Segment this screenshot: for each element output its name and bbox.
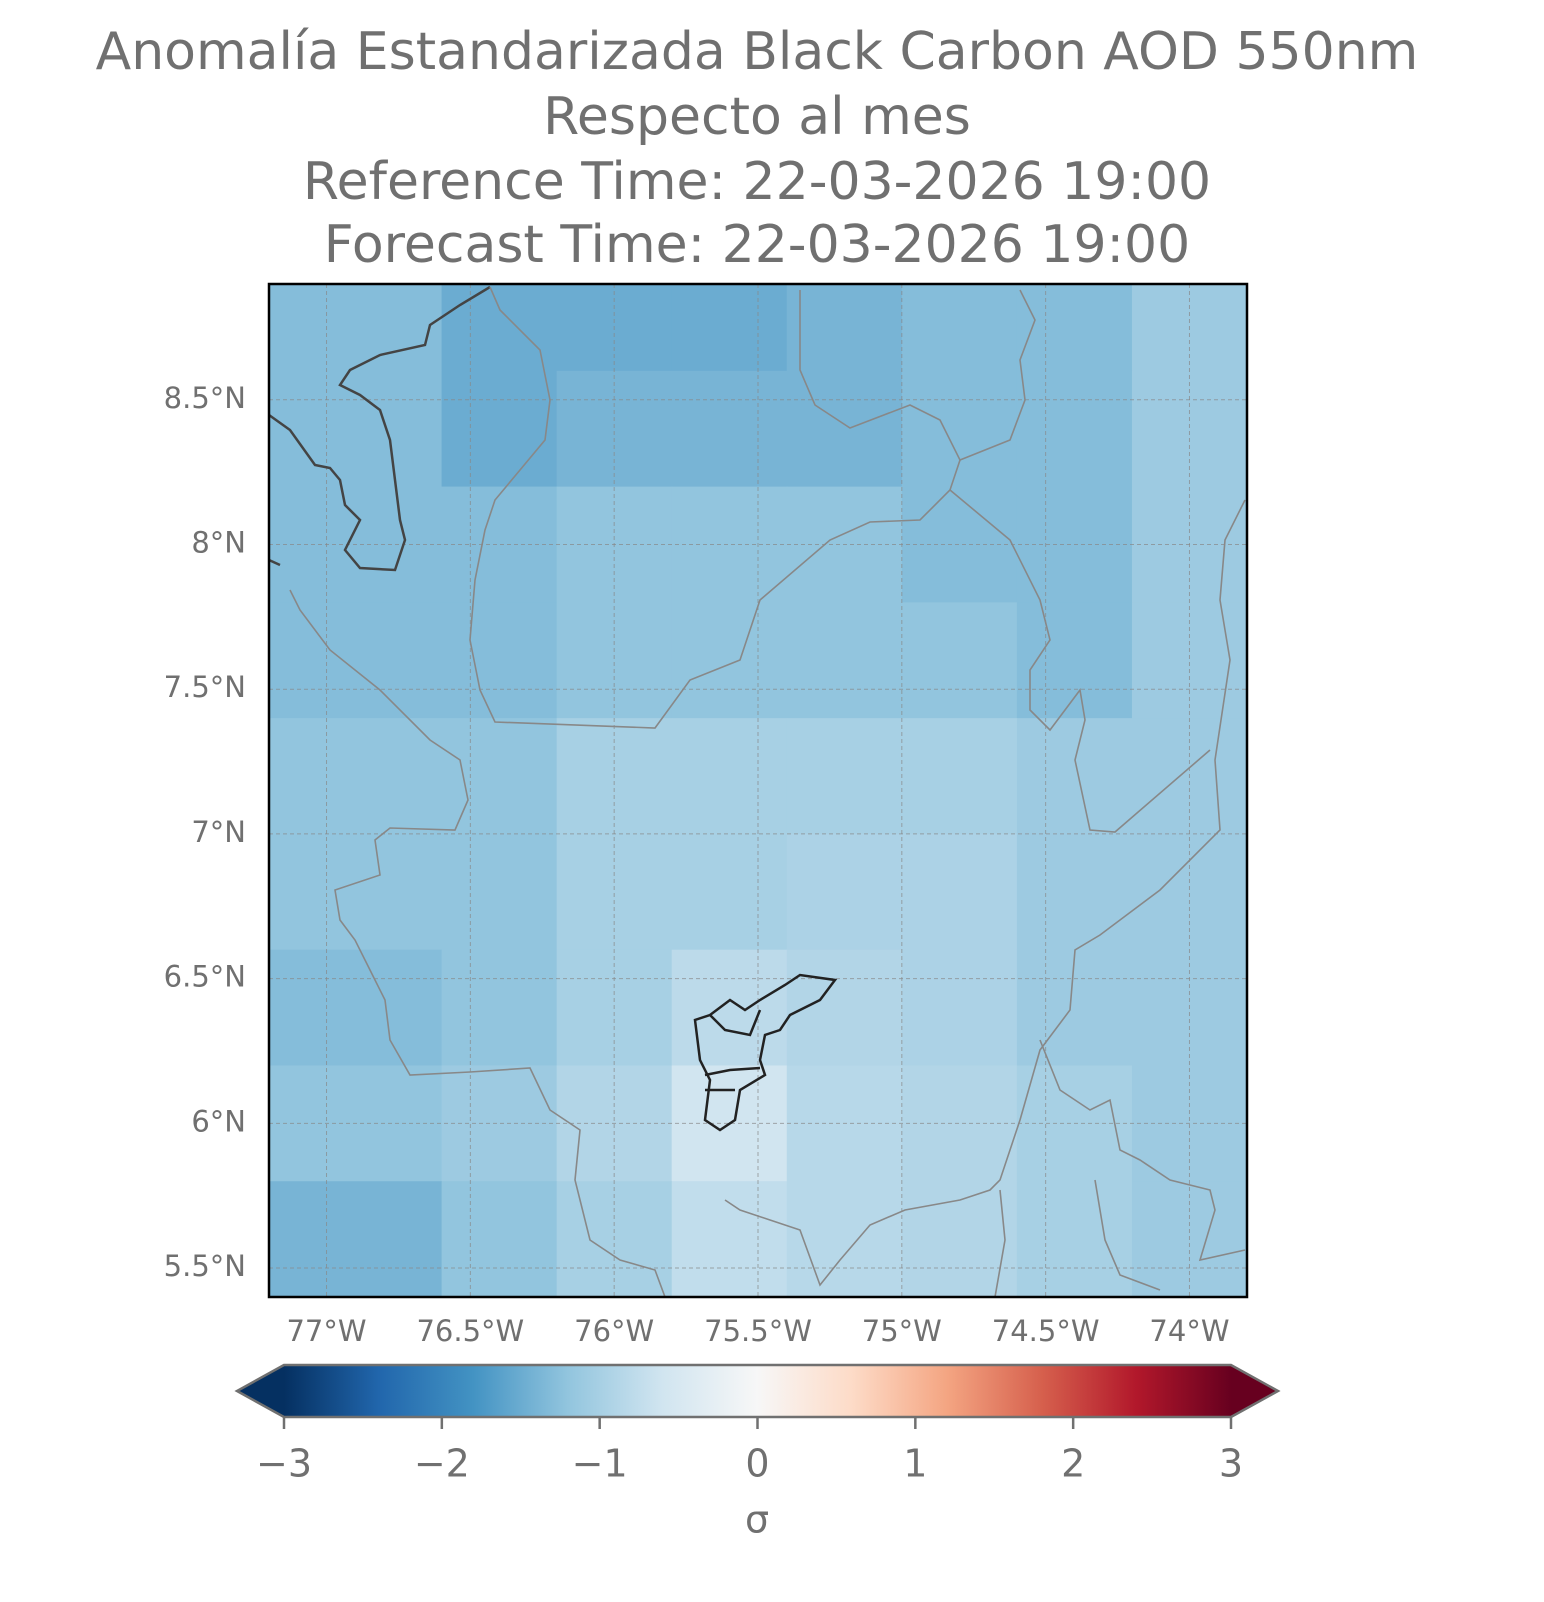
cell bbox=[441, 370, 558, 488]
y-tick-label: 7°N bbox=[191, 815, 246, 849]
cell bbox=[269, 602, 443, 719]
colorbar-tick-label: −1 bbox=[572, 1442, 628, 1486]
x-tick-label: 75.5°W bbox=[704, 1314, 812, 1348]
chart-title: Anomalía Estandarizada Black Carbon AOD … bbox=[96, 22, 1419, 82]
border bbox=[724, 499, 1246, 1287]
cell bbox=[441, 718, 558, 835]
colorbar-gradient bbox=[284, 1365, 1231, 1417]
cell bbox=[671, 370, 788, 488]
y-tick-label: 6.5°N bbox=[164, 960, 246, 994]
y-tick-label: 5.5°N bbox=[164, 1249, 246, 1283]
cell bbox=[901, 718, 1018, 835]
cell bbox=[671, 284, 788, 372]
y-tick-label: 7.5°N bbox=[164, 670, 246, 704]
cell bbox=[901, 949, 1018, 1066]
x-tick-label: 76°W bbox=[574, 1314, 654, 1348]
cell bbox=[1016, 1181, 1133, 1297]
cell bbox=[441, 833, 558, 951]
x-tick-label: 74.5°W bbox=[992, 1314, 1100, 1348]
cell bbox=[901, 602, 1018, 719]
colorbar-tick-label: 1 bbox=[903, 1442, 927, 1486]
coastline bbox=[269, 558, 281, 567]
cell bbox=[786, 602, 903, 719]
cell bbox=[1016, 718, 1133, 835]
border bbox=[949, 489, 1211, 833]
cell bbox=[786, 370, 903, 488]
cell bbox=[269, 949, 443, 1066]
cell bbox=[901, 370, 1018, 488]
cell bbox=[269, 1181, 443, 1297]
cell bbox=[671, 833, 788, 951]
y-tick-label: 8°N bbox=[191, 525, 246, 559]
cell bbox=[269, 833, 443, 951]
colorbar-tick-label: 0 bbox=[745, 1442, 769, 1486]
border bbox=[289, 589, 666, 1297]
colorbar-label: σ bbox=[745, 1498, 769, 1542]
border bbox=[1039, 1039, 1246, 1262]
cell bbox=[671, 949, 788, 1066]
cell bbox=[671, 718, 788, 835]
cell bbox=[901, 833, 1018, 951]
cell bbox=[556, 602, 673, 719]
coastline bbox=[269, 285, 491, 572]
x-tick-label: 75°W bbox=[862, 1314, 942, 1348]
cell bbox=[786, 284, 903, 372]
cell bbox=[901, 284, 1018, 372]
border bbox=[959, 289, 1036, 461]
colorbar-extend-high bbox=[1231, 1365, 1278, 1417]
cell bbox=[269, 284, 443, 372]
municipalities bbox=[693, 973, 838, 1132]
map-frame bbox=[267, 282, 1249, 1299]
y-tick-label: 8.5°N bbox=[164, 381, 246, 415]
colorbar-tick-label: −3 bbox=[256, 1442, 312, 1486]
grid bbox=[269, 284, 1247, 1297]
x-tick-label: 76.5°W bbox=[416, 1314, 524, 1348]
colorbar-tick-label: −2 bbox=[414, 1442, 470, 1486]
colorbar-extend-low bbox=[237, 1365, 284, 1417]
border bbox=[469, 286, 961, 729]
cell bbox=[441, 949, 558, 1066]
reference-time: Reference Time: 22-03-2026 19:00 bbox=[303, 152, 1211, 212]
cell bbox=[1016, 602, 1133, 719]
cell bbox=[901, 1181, 1018, 1297]
cell bbox=[671, 602, 788, 719]
cell bbox=[1016, 370, 1133, 488]
cell bbox=[269, 370, 443, 488]
x-tick-label: 74°W bbox=[1149, 1314, 1229, 1348]
cell bbox=[441, 284, 558, 372]
colorbar: −3 −2 −1 0 1 2 3 bbox=[234, 1363, 1281, 1486]
cell bbox=[786, 1181, 903, 1297]
colorbar-tick-label: 2 bbox=[1061, 1442, 1085, 1486]
y-tick-label: 6°N bbox=[191, 1104, 246, 1138]
cell bbox=[441, 1181, 558, 1297]
cell bbox=[786, 833, 903, 951]
cell bbox=[441, 602, 558, 719]
cell bbox=[269, 718, 443, 835]
chart-subtitle: Respecto al mes bbox=[543, 87, 971, 147]
boundaries bbox=[269, 285, 1246, 1297]
forecast-time: Forecast Time: 22-03-2026 19:00 bbox=[324, 215, 1190, 275]
cell bbox=[1016, 284, 1133, 372]
cell bbox=[786, 718, 903, 835]
cell bbox=[1016, 949, 1133, 1066]
x-tick-label: 77°W bbox=[286, 1314, 366, 1348]
cell bbox=[671, 1181, 788, 1297]
border bbox=[994, 1179, 1161, 1297]
cell bbox=[1016, 833, 1133, 951]
colorbar-tick-label: 3 bbox=[1219, 1442, 1243, 1486]
